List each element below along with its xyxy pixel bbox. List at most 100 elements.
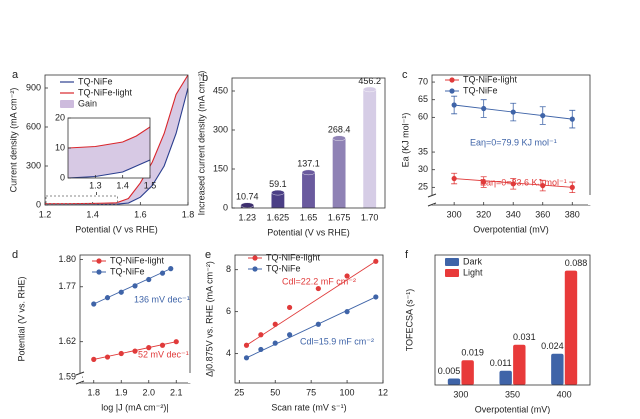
x-axis-label: Overpotential (mV) bbox=[473, 224, 549, 234]
y-axis-label: Δj0.875V vs. RHE (mA cm⁻²) bbox=[204, 261, 214, 377]
axes-frame bbox=[434, 254, 591, 386]
bar-cap bbox=[301, 169, 316, 176]
x-tick-label: 380 bbox=[565, 209, 580, 219]
data-point bbox=[272, 340, 278, 346]
axes-frame bbox=[431, 74, 591, 206]
line-series bbox=[68, 158, 150, 178]
axis-break-mark bbox=[75, 371, 85, 385]
y-tick-label: 60 bbox=[418, 112, 428, 122]
x-tick-label: 1.9 bbox=[115, 387, 128, 397]
inset-y-tick-label: 0 bbox=[60, 172, 65, 182]
y-tick-label: 600 bbox=[26, 121, 41, 131]
data-point bbox=[146, 345, 152, 351]
x-tick-label: 25 bbox=[234, 387, 244, 397]
data-point bbox=[540, 112, 546, 119]
annotation: Eaη=0=33.6 KJ mol⁻¹ bbox=[480, 177, 567, 187]
data-point bbox=[481, 179, 487, 185]
x-tick-label: 75 bbox=[306, 387, 316, 397]
inset-plot bbox=[68, 122, 150, 178]
data-point bbox=[344, 309, 350, 315]
data-point bbox=[315, 285, 321, 292]
data-point bbox=[258, 332, 264, 338]
bar-cap bbox=[271, 189, 285, 196]
x-tick-label: 1.2 bbox=[39, 209, 52, 219]
inset-x-tick-label: 1.5 bbox=[144, 180, 157, 190]
data-point bbox=[510, 109, 516, 115]
legend-swatch bbox=[60, 100, 74, 108]
legend-swatch bbox=[445, 258, 459, 266]
annotation: 136 mV dec⁻¹ bbox=[134, 294, 190, 304]
x-tick-label: 2.1 bbox=[170, 387, 183, 397]
x-tick-label: 350 bbox=[505, 389, 520, 399]
y-tick-label: 1.62 bbox=[58, 336, 76, 346]
gain-area bbox=[68, 127, 150, 178]
x-axis-label: Potential (V vs RHE) bbox=[75, 224, 158, 234]
legend-swatch bbox=[252, 255, 258, 261]
gain-area bbox=[45, 75, 188, 205]
value-label: 10.74 bbox=[236, 192, 259, 202]
y-tick-label: 1.77 bbox=[58, 281, 76, 291]
x-tick-label: 1.70 bbox=[361, 212, 379, 222]
inset-x-tick-label: 1.3 bbox=[89, 180, 102, 190]
data-point bbox=[132, 348, 138, 354]
panel-label: f bbox=[405, 249, 409, 261]
legend-label: TQ-NiFe bbox=[463, 85, 498, 95]
data-point bbox=[540, 182, 546, 189]
data-point bbox=[159, 342, 166, 348]
y-tick-label: 1.59 bbox=[58, 371, 76, 381]
x-axis-label: log |J (mA cm⁻²)| bbox=[101, 402, 168, 412]
bar-cap bbox=[363, 86, 377, 93]
y-tick-label: 8 bbox=[226, 264, 231, 274]
panel-label: d bbox=[12, 249, 18, 261]
data-point bbox=[287, 304, 293, 311]
data-point bbox=[146, 276, 152, 283]
fit-line bbox=[246, 296, 377, 359]
fit-line bbox=[246, 260, 377, 346]
legend-label: TQ-NiFe bbox=[110, 266, 145, 276]
axis-break bbox=[430, 195, 434, 205]
y-tick-label: 0 bbox=[223, 202, 228, 212]
x-tick-label: 1.23 bbox=[239, 212, 257, 222]
panel-label: c bbox=[402, 69, 408, 81]
annotation: Eaη=0=79.9 KJ mol⁻¹ bbox=[470, 137, 557, 147]
y-tick-label: 35 bbox=[418, 146, 428, 156]
axes-frame bbox=[231, 77, 386, 209]
x-tick-label: 1.6 bbox=[134, 209, 147, 219]
bar bbox=[302, 172, 315, 208]
bar bbox=[513, 344, 526, 385]
y-tick-label: 65 bbox=[418, 94, 428, 104]
legend-label: TQ-NiFe-light bbox=[463, 74, 518, 84]
x-tick-label: 1.65 bbox=[300, 212, 318, 222]
x-tick-label: 360 bbox=[535, 209, 550, 219]
x-axis-label: Scan rate (mV s⁻¹) bbox=[271, 402, 346, 412]
data-point bbox=[373, 294, 379, 300]
x-tick-label: 2.0 bbox=[142, 387, 155, 397]
y-tick-label: 300 bbox=[213, 124, 228, 134]
value-label: 59.1 bbox=[269, 179, 287, 189]
bar bbox=[363, 89, 377, 208]
x-tick-label: 1.8 bbox=[182, 209, 195, 219]
y-tick-label: 70 bbox=[418, 76, 428, 86]
legend-swatch bbox=[252, 266, 258, 272]
data-point bbox=[451, 175, 457, 182]
plot-area bbox=[91, 266, 179, 362]
y-axis-label: Current density (mA cm⁻²) bbox=[8, 88, 18, 193]
value-label: 0.019 bbox=[461, 348, 484, 358]
data-point bbox=[132, 283, 138, 289]
y-tick-label: 1.80 bbox=[58, 254, 76, 264]
legend-label: Light bbox=[463, 267, 483, 277]
legend-swatch bbox=[445, 269, 459, 277]
data-point bbox=[243, 342, 250, 348]
y-tick-label: 30 bbox=[418, 164, 428, 174]
bar bbox=[447, 378, 461, 385]
x-tick-label: 50 bbox=[270, 387, 280, 397]
y-tick-label: 900 bbox=[26, 82, 41, 92]
data-point bbox=[272, 321, 278, 327]
data-point bbox=[104, 354, 111, 360]
legend-swatch bbox=[449, 88, 455, 94]
value-label: 0.011 bbox=[490, 358, 512, 368]
axes-frame bbox=[44, 74, 189, 206]
x-tick-label: 300 bbox=[453, 389, 468, 399]
data-point bbox=[173, 339, 179, 345]
bar-cap bbox=[240, 202, 254, 208]
